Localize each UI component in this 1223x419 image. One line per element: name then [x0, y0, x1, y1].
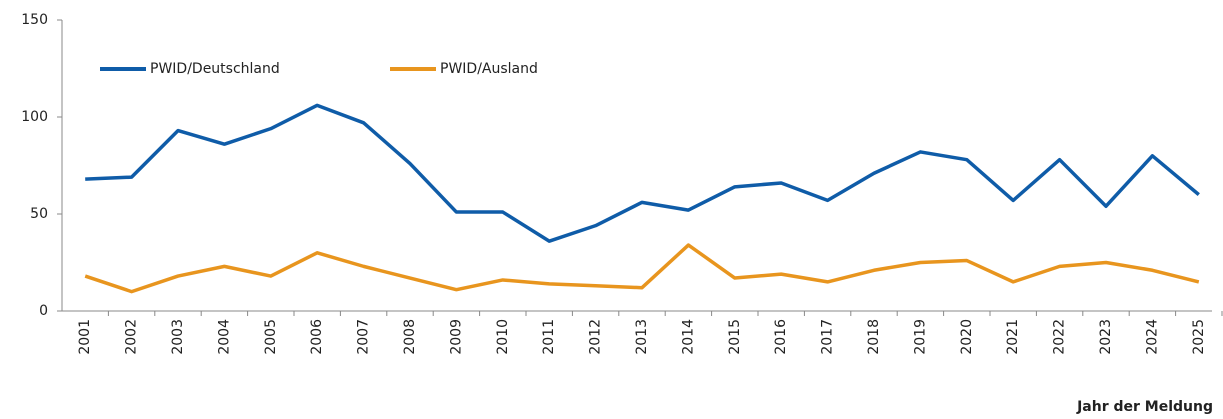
x-tick-label: 2002 [124, 319, 140, 355]
line-series [85, 103, 1200, 243]
x-tick-label: 2010 [495, 319, 511, 355]
x-tick-label: 2005 [263, 319, 279, 355]
y-tick-label: 100 [21, 109, 48, 125]
x-tick-label: 2013 [634, 319, 650, 355]
x-tick-label: 2009 [448, 319, 464, 355]
x-tick-label: 2012 [588, 319, 604, 355]
x-tick-label: 2022 [1052, 319, 1068, 355]
x-tick-label: 2024 [1144, 319, 1160, 355]
x-tick-label: 2023 [1098, 319, 1114, 355]
x-tick-label: 2003 [170, 319, 186, 355]
line-series [84, 243, 1200, 294]
y-tick-label: 50 [30, 206, 48, 222]
x-tick-label: 2011 [541, 319, 557, 355]
x-tick-label: 2021 [1005, 319, 1021, 355]
x-tick-label: 2007 [356, 319, 372, 355]
y-tick-label: 150 [21, 12, 48, 28]
legend-label: PWID/Deutschland [150, 61, 280, 77]
x-tick-label: 2019 [912, 319, 928, 355]
x-tick-label: 2001 [77, 319, 93, 355]
legend-label: PWID/Ausland [440, 61, 538, 77]
x-tick-label: 2016 [773, 319, 789, 355]
x-tick-label: 2006 [309, 319, 325, 355]
x-tick-label: 2015 [727, 319, 743, 355]
x-tick-label: 2014 [680, 319, 696, 355]
x-tick-label: 2008 [402, 319, 418, 355]
x-tick-label: 2004 [216, 319, 232, 355]
x-axis-label: Jahr der Meldung [1076, 399, 1213, 415]
x-tick-label: 2017 [820, 319, 836, 355]
x-tick-label: 2018 [866, 319, 882, 355]
x-tick-label: 2020 [959, 319, 975, 355]
y-tick-label: 0 [39, 303, 48, 319]
x-tick-label: 2025 [1191, 319, 1207, 355]
